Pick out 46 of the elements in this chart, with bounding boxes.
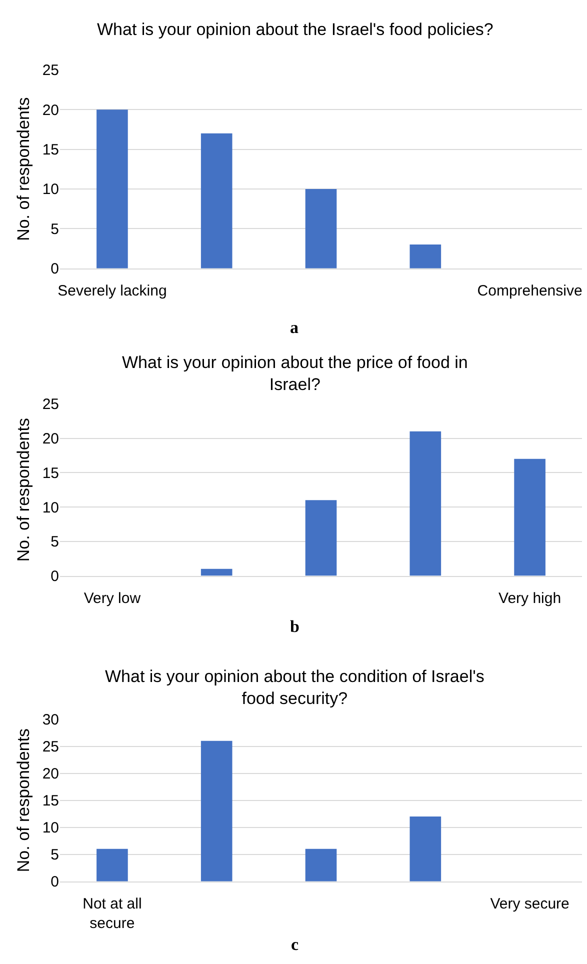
bar (96, 848, 128, 882)
y-tick-label: 20 (42, 102, 59, 119)
bar (305, 848, 337, 882)
x-tick-label: Very low (84, 590, 141, 607)
y-tick-label: 5 (50, 534, 59, 551)
bar (410, 816, 442, 882)
x-tick-label: Very high (498, 590, 562, 607)
y-tick-label: 20 (42, 766, 59, 783)
y-tick-label: 15 (42, 464, 59, 482)
bar (410, 244, 442, 268)
bar (410, 431, 442, 576)
bar (200, 568, 232, 576)
x-tick-label: Severely lacking (58, 282, 167, 300)
y-axis-title: No. of respondents (14, 728, 33, 872)
x-tick-label: Very secure (490, 895, 570, 912)
bar (200, 133, 232, 268)
text: a (290, 318, 299, 337)
bar (96, 110, 128, 268)
y-tick-label: 10 (42, 181, 59, 198)
bar (305, 500, 337, 576)
chart-title: What is your opinion about the condition of Israel's food security? (105, 667, 484, 708)
y-tick-label: 10 (42, 499, 59, 516)
y-tick-label: 25 (42, 396, 59, 414)
x-tick-label: Not at all secure (82, 895, 142, 932)
bar (305, 188, 337, 268)
text: c (291, 935, 299, 954)
y-tick-label: 0 (50, 260, 59, 278)
y-tick-label: 30 (42, 711, 59, 728)
y-tick-label: 25 (42, 738, 59, 756)
y-tick-label: 20 (42, 430, 59, 448)
x-tick-label: Comprehensive (477, 282, 582, 300)
chart-title: What is your opinion about the price of food in Israel? (122, 353, 468, 394)
y-axis-title: No. of respondents (14, 418, 33, 562)
y-tick-label: 0 (50, 874, 59, 891)
text: b (290, 617, 300, 636)
bar (200, 740, 232, 882)
y-tick-label: 5 (50, 846, 59, 864)
y-tick-label: 15 (42, 142, 59, 159)
y-tick-label: 25 (42, 62, 59, 80)
y-axis-title: No. of respondents (14, 97, 33, 241)
y-tick-label: 15 (42, 792, 59, 810)
y-tick-label: 10 (42, 820, 59, 837)
y-tick-label: 5 (50, 220, 59, 238)
y-tick-label: 0 (50, 568, 59, 586)
bar (514, 458, 546, 576)
chart-title: What is your opinion about the Israel's food policies? (97, 20, 494, 39)
